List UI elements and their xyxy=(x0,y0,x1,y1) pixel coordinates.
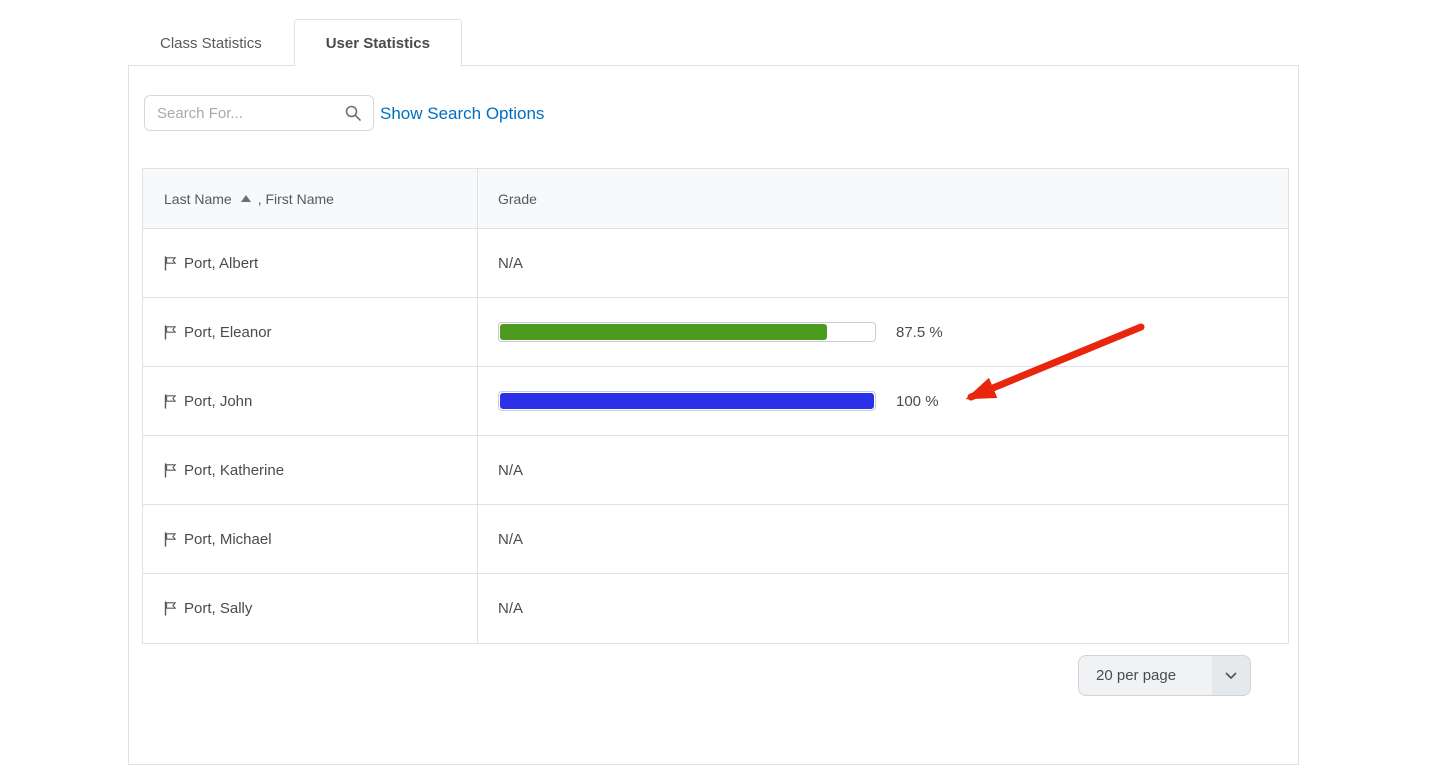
grade-cell: N/A xyxy=(478,574,1288,643)
student-name: Port, John xyxy=(184,392,253,410)
search-box xyxy=(144,95,374,131)
grade-column-label: Grade xyxy=(498,190,537,207)
flag-icon[interactable] xyxy=(164,324,177,340)
name-column-suffix: , First Name xyxy=(257,190,334,207)
flag-icon[interactable] xyxy=(164,462,177,478)
student-name: Port, Eleanor xyxy=(184,323,272,341)
user-stats-table: Last Name , First Name Grade Port, Alber… xyxy=(142,168,1289,644)
grade-progress-bar xyxy=(498,322,876,342)
flag-icon[interactable] xyxy=(164,531,177,547)
grade-cell: N/A xyxy=(478,436,1288,504)
flag-icon[interactable] xyxy=(164,255,177,271)
name-cell: Port, Eleanor xyxy=(143,298,478,366)
per-page-label: 20 per page xyxy=(1096,667,1177,684)
tab-class-statistics[interactable]: Class Statistics xyxy=(128,19,294,66)
grade-text: N/A xyxy=(498,461,524,479)
content-panel: Show Search Options Last Name , First Na… xyxy=(128,65,1299,765)
flag-icon[interactable] xyxy=(164,393,177,409)
tab-user-statistics-label: User Statistics xyxy=(325,34,430,52)
search-input[interactable] xyxy=(144,95,374,131)
student-name: Port, Katherine xyxy=(184,461,285,479)
name-column-header: Last Name , First Name xyxy=(143,169,478,228)
name-cell: Port, Albert xyxy=(143,229,478,297)
student-name: Port, Michael xyxy=(184,530,272,548)
chevron-down-icon xyxy=(1212,656,1250,695)
name-cell: Port, John xyxy=(143,367,478,435)
name-cell: Port, Sally xyxy=(143,574,478,643)
table-header-row: Last Name , First Name Grade xyxy=(143,169,1288,229)
sort-ascending-icon xyxy=(240,195,251,202)
name-cell: Port, Michael xyxy=(143,505,478,573)
tab-user-statistics[interactable]: User Statistics xyxy=(293,19,462,66)
per-page-select[interactable]: 20 per page xyxy=(1078,655,1251,696)
grade-progress-bar xyxy=(498,391,876,411)
grade-column-header: Grade xyxy=(478,169,1288,228)
table-row: Port, Eleanor 87.5 % xyxy=(143,298,1288,367)
name-column-label: Last Name xyxy=(164,190,232,207)
tab-bar: Class Statistics User Statistics xyxy=(128,19,462,66)
search-icon[interactable] xyxy=(337,99,369,127)
table-row: Port, Katherine N/A xyxy=(143,436,1288,505)
name-cell: Port, Katherine xyxy=(143,436,478,504)
flag-icon[interactable] xyxy=(164,601,177,616)
grade-text: N/A xyxy=(498,600,524,617)
student-name: Port, Albert xyxy=(184,254,259,272)
table-row: Port, John 100 % xyxy=(143,367,1288,436)
grade-cell: 87.5 % xyxy=(478,298,1288,366)
grade-text: 100 % xyxy=(896,392,939,410)
grade-text: 87.5 % xyxy=(896,323,943,341)
grade-cell: N/A xyxy=(478,229,1288,297)
magnifier-icon xyxy=(345,105,361,121)
tab-class-statistics-label: Class Statistics xyxy=(160,34,262,52)
student-name: Port, Sally xyxy=(184,600,253,617)
table-row: Port, Michael N/A xyxy=(143,505,1288,574)
show-search-options-link[interactable]: Show Search Options xyxy=(380,104,545,123)
grade-text: N/A xyxy=(498,530,524,548)
table-row: Port, Sally N/A xyxy=(143,574,1288,643)
table-row: Port, Albert N/A xyxy=(143,229,1288,298)
grade-text: N/A xyxy=(498,254,524,272)
sort-by-name-control[interactable]: Last Name , First Name xyxy=(164,191,334,207)
grade-cell: 100 % xyxy=(478,367,1288,435)
grade-progress-fill xyxy=(500,393,874,409)
grade-cell: N/A xyxy=(478,505,1288,573)
grade-progress-fill xyxy=(500,324,828,340)
